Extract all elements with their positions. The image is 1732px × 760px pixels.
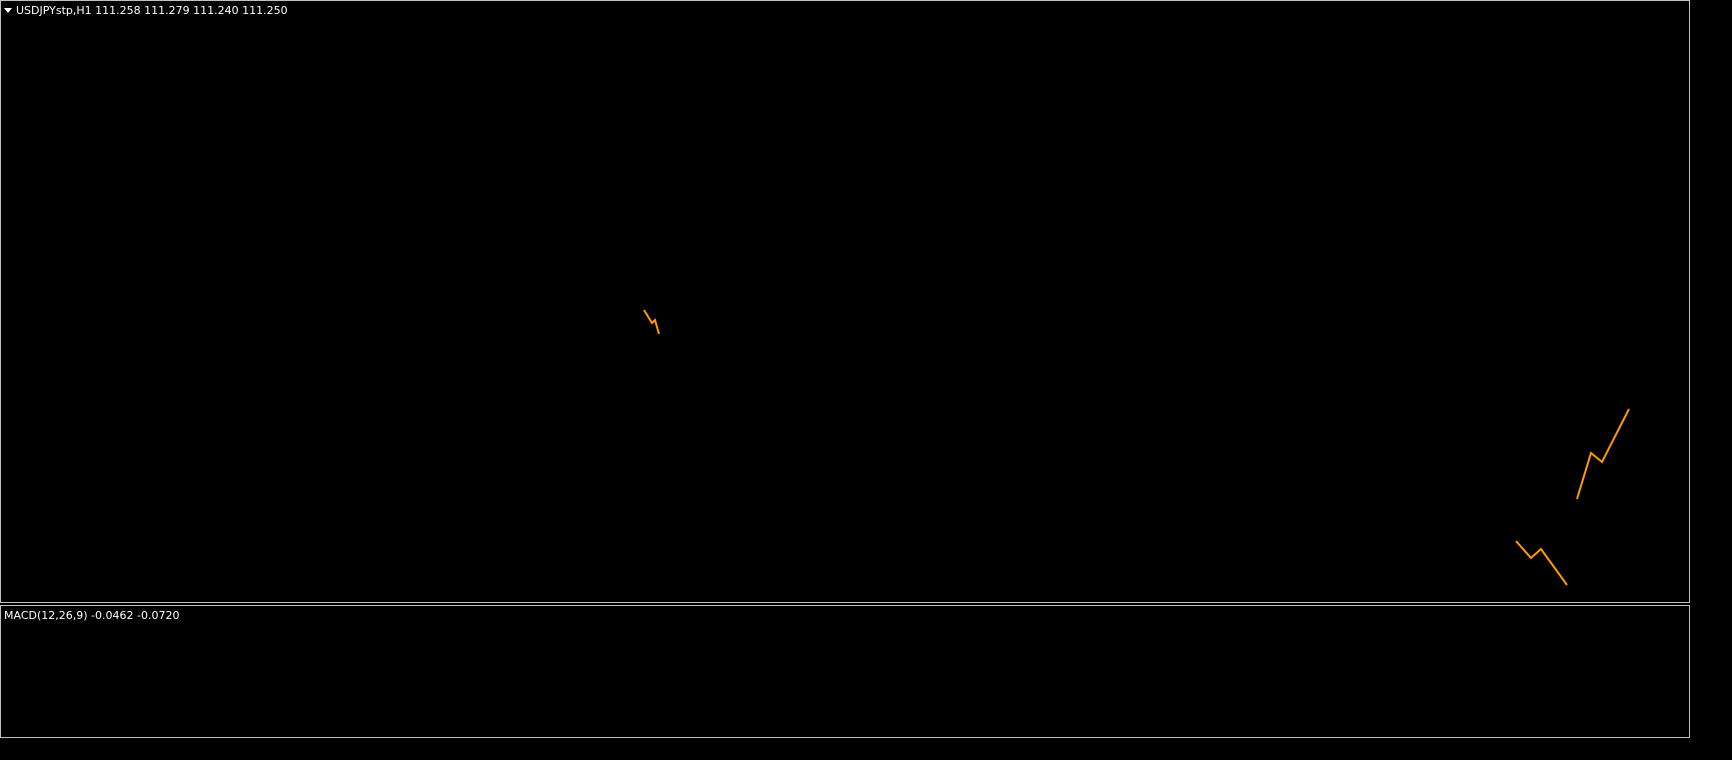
menu-triangle[interactable] <box>4 8 12 13</box>
main-pane-frame <box>0 0 1690 603</box>
indicator-title: MACD(12,26,9) -0.0462 -0.0720 <box>4 609 179 622</box>
chart-title: USDJPYstp,H1 111.258 111.279 111.240 111… <box>16 4 288 17</box>
drawn-object <box>1515 540 1568 586</box>
drawn-object <box>1576 408 1630 500</box>
macd-pane-frame <box>0 605 1690 738</box>
drawn-object <box>643 309 660 335</box>
